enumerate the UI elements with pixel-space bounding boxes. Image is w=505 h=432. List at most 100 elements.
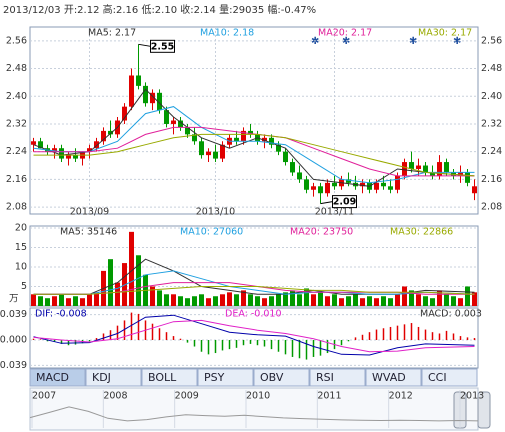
y-tick-label: 2.40: [6, 91, 27, 102]
volume-bar: [59, 294, 64, 306]
y-tick-label-right: 2.24: [481, 146, 502, 157]
candle-body: [164, 110, 169, 124]
y-tick-label: 2.56: [6, 35, 27, 46]
annotation-box: [150, 39, 175, 53]
x-tick-label: 2013/09: [70, 207, 109, 218]
volume-bar: [290, 290, 295, 306]
candle-body: [388, 186, 393, 190]
candle-body: [332, 182, 337, 187]
header: 2013/12/03 开:2.12 高:2.16 低:2.10 收:2.14 量…: [3, 3, 316, 16]
tab-label[interactable]: PSY: [204, 371, 225, 384]
tab-label[interactable]: CCI: [428, 371, 447, 384]
x-tick-label: 2013/11: [315, 207, 354, 218]
legend-entry: MA10: 27060: [180, 227, 243, 238]
tab-label[interactable]: KDJ: [92, 371, 111, 384]
volume-bar: [115, 282, 120, 306]
tab[interactable]: [253, 368, 310, 387]
volume-bar: [80, 298, 85, 306]
candle-body: [150, 92, 155, 104]
candle-body: [423, 165, 428, 173]
news-marker: ✱: [311, 36, 319, 47]
tab[interactable]: [197, 368, 254, 387]
year-label: 2007: [32, 391, 56, 402]
volume-bar: [472, 292, 477, 306]
volume-bar: [325, 296, 330, 306]
scroll-handle[interactable]: [477, 391, 491, 429]
candle-body: [52, 148, 57, 152]
legend-entry: MA20: 2.17: [318, 28, 372, 39]
legend-entry: DIF: -0.008: [35, 309, 87, 320]
timeline-frame: [29, 387, 479, 431]
ma-line: [33, 286, 475, 295]
volume-bar: [262, 298, 267, 306]
year-label: 2011: [317, 391, 341, 402]
y-tick-label: 0.039: [0, 309, 27, 320]
tab[interactable]: [29, 368, 86, 387]
y-tick-label: -0.039: [0, 360, 27, 371]
volume-bar: [444, 294, 449, 306]
candle-body: [402, 162, 407, 176]
volume-bar: [108, 259, 113, 306]
candle-body: [262, 137, 267, 142]
tab[interactable]: [309, 368, 366, 387]
legend-entry: MACD: 0.003: [420, 309, 482, 320]
annotation-leader: [138, 43, 151, 47]
candle-body: [430, 172, 435, 176]
volume-bar: [367, 296, 372, 306]
tab[interactable]: [365, 368, 422, 387]
volume-bar: [283, 292, 288, 306]
candle-body: [38, 141, 43, 149]
volume-bar: [416, 294, 421, 306]
candle-body: [101, 130, 106, 142]
tab[interactable]: [85, 368, 142, 387]
y-tick-label: 5: [21, 281, 27, 292]
volume-bar: [73, 296, 78, 306]
legend-entry: MA10: 2.18: [200, 28, 254, 39]
tab-label[interactable]: MACD: [36, 371, 69, 384]
legend-entry: MA30: 2.17: [418, 28, 472, 39]
year-label: 2010: [246, 391, 270, 402]
candle-body: [192, 134, 197, 142]
volume-bar: [465, 286, 470, 306]
candle-body: [276, 144, 281, 152]
y-tick-label: 15: [15, 242, 27, 253]
volume-bar: [192, 296, 197, 306]
tab-label[interactable]: BOLL: [148, 371, 177, 384]
volume-bar: [87, 294, 92, 306]
volume-bar: [430, 298, 435, 306]
volume-bar: [248, 294, 253, 306]
volume-bar: [332, 294, 337, 306]
volume-bar: [388, 298, 393, 306]
volume-bar: [241, 290, 246, 306]
candle-body: [234, 137, 239, 142]
volume-bar: [276, 294, 281, 306]
y-tick-label-right: 2.48: [481, 63, 502, 74]
y-tick-label-right: 2.16: [481, 174, 502, 185]
candle-body: [311, 186, 316, 190]
tab-label[interactable]: RSI: [316, 371, 334, 384]
ma-line: [33, 133, 475, 177]
volume-bar: [360, 298, 365, 306]
candle-body: [409, 162, 414, 169]
y-tick-label: 2.48: [6, 63, 27, 74]
legend-entry: DEA: -0.010: [225, 309, 282, 320]
candle-body: [129, 75, 134, 107]
y-tick-label-right: 2.32: [481, 118, 502, 129]
candle-body: [444, 162, 449, 173]
tab-label[interactable]: OBV: [260, 371, 284, 384]
candle-body: [241, 130, 246, 142]
x-tick-label: 2013/10: [196, 207, 235, 218]
y-tick-label: 2.16: [6, 174, 27, 185]
candle-body: [297, 172, 302, 180]
tab[interactable]: [141, 368, 198, 387]
candle-body: [465, 172, 470, 183]
price-frame: [29, 26, 479, 215]
candle-body: [374, 182, 379, 190]
tab-label[interactable]: WVAD: [372, 371, 406, 384]
ma-line: [33, 270, 475, 295]
y-tick-label: 10: [15, 261, 27, 272]
tab[interactable]: [421, 368, 478, 387]
volume-unit: 万: [9, 294, 19, 305]
candle-body: [157, 92, 162, 111]
